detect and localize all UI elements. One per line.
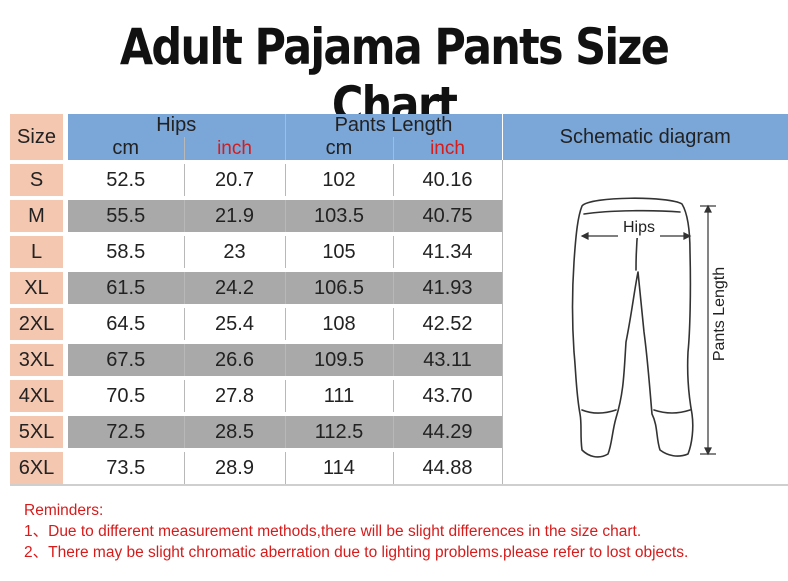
length-cm-cell: 103.5 xyxy=(284,200,393,232)
table-row: S 52.5 20.7 102 40.16 xyxy=(10,164,788,484)
hips-cm-cell: 73.5 xyxy=(68,452,184,484)
length-inch-cell: 40.16 xyxy=(392,164,502,196)
size-cell: L xyxy=(10,236,65,268)
hips-cm-cell: 61.5 xyxy=(68,272,184,304)
table-row: 3XL 67.5 26.6 109.5 43.11 xyxy=(10,344,788,376)
length-inch-cell: 43.70 xyxy=(392,380,502,412)
length-inch-cell: 40.75 xyxy=(392,200,502,232)
length-cm-cell: 108 xyxy=(284,308,393,340)
length-inch-cell: 44.29 xyxy=(392,416,502,448)
length-cm-subheader: cm xyxy=(284,137,393,160)
hips-inch-cell: 20.7 xyxy=(183,164,285,196)
length-inch-cell: 44.88 xyxy=(392,452,502,484)
table-row: 4XL 70.5 27.8 111 43.70 xyxy=(10,380,788,412)
schematic-diagram-cell xyxy=(501,164,788,484)
length-inch-cell: 42.52 xyxy=(392,308,502,340)
pants-outline xyxy=(571,197,694,458)
size-cell: 6XL xyxy=(10,452,65,484)
length-inch-cell: 41.93 xyxy=(392,272,502,304)
hips-inch-subheader: inch xyxy=(183,137,285,160)
hips-diagram-label: Hips xyxy=(623,219,655,236)
size-cell: 3XL xyxy=(10,344,65,376)
hips-cm-cell: 72.5 xyxy=(68,416,184,448)
size-cell: 5XL xyxy=(10,416,65,448)
pants-length-diagram-label: Pants Length xyxy=(711,267,728,361)
hips-inch-cell: 28.5 xyxy=(183,416,285,448)
table-row: L 58.5 23 105 41.34 xyxy=(10,236,788,268)
hips-inch-cell: 21.9 xyxy=(183,200,285,232)
hips-cm-cell: 64.5 xyxy=(68,308,184,340)
size-cell: S xyxy=(10,164,65,196)
hips-cm-cell: 67.5 xyxy=(68,344,184,376)
table-row: 2XL 64.5 25.4 108 42.52 xyxy=(10,308,788,340)
hips-cm-cell: 55.5 xyxy=(68,200,184,232)
table-row: M 55.5 21.9 103.5 40.75 xyxy=(10,200,788,232)
length-cm-cell: 105 xyxy=(284,236,393,268)
hips-inch-cell: 27.8 xyxy=(183,380,285,412)
length-cm-cell: 106.5 xyxy=(284,272,393,304)
hips-cm-cell: 52.5 xyxy=(68,164,184,196)
reminder-line-2: 2、There may be slight chromatic aberrati… xyxy=(24,544,689,561)
hips-inch-cell: 25.4 xyxy=(183,308,285,340)
length-inch-subheader: inch xyxy=(392,137,502,160)
pants-length-column-header: Pants Length xyxy=(284,114,502,137)
size-cell: M xyxy=(10,200,65,232)
table-row: XL 61.5 24.2 106.5 41.93 xyxy=(10,272,788,304)
size-cell: XL xyxy=(10,272,65,304)
size-column-header: Size xyxy=(10,114,65,160)
hips-inch-cell: 26.6 xyxy=(183,344,285,376)
size-cell: 2XL xyxy=(10,308,65,340)
length-cm-cell: 111 xyxy=(284,380,393,412)
reminder-line-1: 1、Due to different measurement methods,t… xyxy=(24,523,642,540)
hips-column-header: Hips xyxy=(68,114,285,137)
hips-cm-subheader: cm xyxy=(68,137,184,160)
table-row: 6XL 73.5 28.9 114 44.88 xyxy=(10,452,788,484)
hips-cm-cell: 58.5 xyxy=(68,236,184,268)
length-cm-cell: 102 xyxy=(284,164,393,196)
hips-inch-cell: 24.2 xyxy=(183,272,285,304)
length-cm-cell: 114 xyxy=(284,452,393,484)
hips-inch-cell: 28.9 xyxy=(183,452,285,484)
schematic-diagram-header: Schematic diagram xyxy=(501,114,788,160)
length-inch-cell: 41.34 xyxy=(392,236,502,268)
reminders-block: Reminders: 1、Due to different measuremen… xyxy=(24,500,688,563)
size-chart-table: Size Hips Pants Length Schematic diagram… xyxy=(10,114,788,484)
length-cm-cell: 109.5 xyxy=(284,344,393,376)
hips-cm-cell: 70.5 xyxy=(68,380,184,412)
size-cell: 4XL xyxy=(10,380,65,412)
hips-inch-cell: 23 xyxy=(183,236,285,268)
length-cm-cell: 112.5 xyxy=(284,416,393,448)
table-row: 5XL 72.5 28.5 112.5 44.29 xyxy=(10,416,788,448)
page-title: Adult Pajama Pants Size Chart xyxy=(119,18,670,134)
table-bottom-divider xyxy=(10,484,788,486)
reminders-heading: Reminders: xyxy=(24,502,104,519)
length-inch-cell: 43.11 xyxy=(392,344,502,376)
pants-schematic-diagram: Hips Pants Length xyxy=(571,197,728,458)
